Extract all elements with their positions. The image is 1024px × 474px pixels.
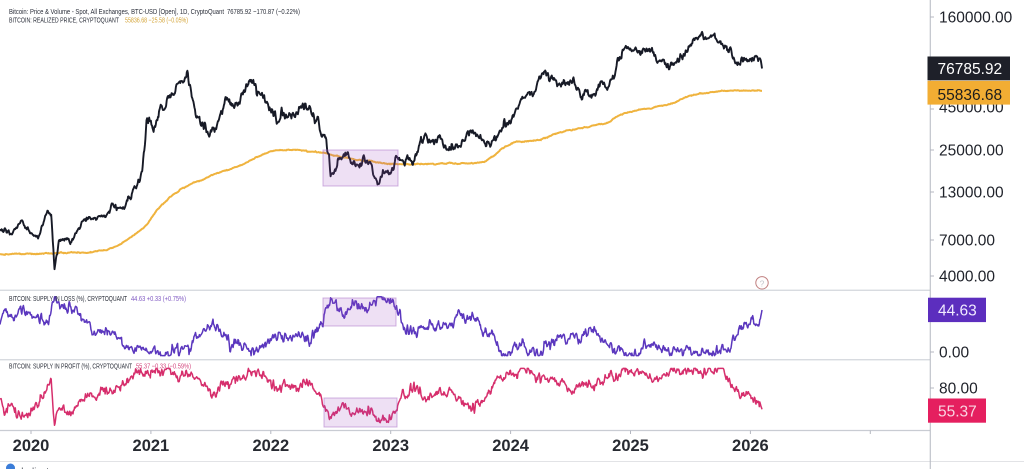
svg-text:160000.00: 160000.00 [939,10,1013,27]
svg-text:25000.00: 25000.00 [939,143,1004,160]
svg-text:13000.00: 13000.00 [939,185,1004,202]
svg-text:55.37 −0.33 (−0.59%): 55.37 −0.33 (−0.59%) [136,362,191,371]
svg-text:44.63 +0.33 (+0.75%): 44.63 +0.33 (+0.75%) [131,294,186,303]
svg-text:7000.00: 7000.00 [939,233,995,250]
svg-text:?: ? [760,278,765,288]
svg-text:0.00: 0.00 [939,345,970,362]
svg-text:2022: 2022 [252,437,289,455]
svg-text:55836.68 −25.58 (−0.05%): 55836.68 −25.58 (−0.05%) [125,16,188,25]
svg-text:55836.68: 55836.68 [938,87,1003,104]
svg-text:2023: 2023 [372,437,409,455]
svg-text:BITCOIN: SUPPLY IN LOSS (%), C: BITCOIN: SUPPLY IN LOSS (%), CRYPTOQUANT [9,294,127,303]
svg-text:80.00: 80.00 [939,381,978,398]
svg-text:BITCOIN: SUPPLY IN PROFIT (%),: BITCOIN: SUPPLY IN PROFIT (%), CRYPTOQUA… [9,362,132,371]
svg-text:55.37: 55.37 [938,403,977,420]
svg-text:4000.00: 4000.00 [939,269,995,286]
svg-text:BITCOIN: REALIZED PRICE, CRYPT: BITCOIN: REALIZED PRICE, CRYPTOQUANT [9,16,119,25]
svg-text:2025: 2025 [612,437,649,455]
svg-text:76785.92 −170.87 (−0.22%): 76785.92 −170.87 (−0.22%) [227,7,300,16]
svg-text:2021: 2021 [133,437,170,455]
svg-text:44.63: 44.63 [938,303,977,320]
svg-text:2024: 2024 [492,437,530,455]
svg-text:2020: 2020 [13,437,50,455]
svg-text:Bitcoin: Price & Volume - Spot: Bitcoin: Price & Volume - Spot, All Exch… [9,7,225,16]
svg-text:76785.92: 76785.92 [938,61,1003,78]
svg-text:2026: 2026 [732,437,769,455]
